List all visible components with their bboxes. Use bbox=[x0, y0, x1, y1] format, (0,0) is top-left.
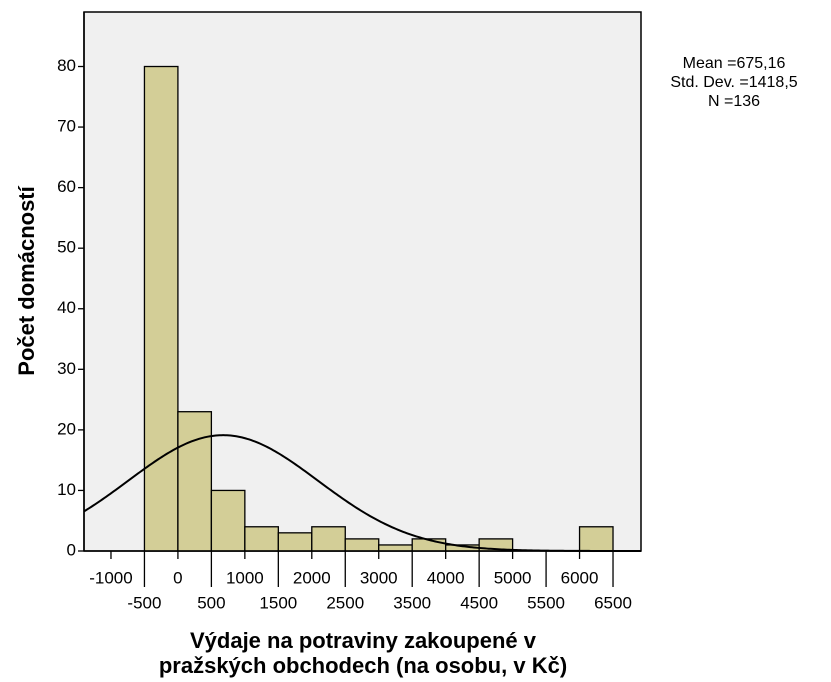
y-tick-label: 70 bbox=[57, 117, 76, 136]
x-tick-label: 1000 bbox=[226, 568, 264, 587]
bar bbox=[378, 544, 413, 552]
bar bbox=[244, 526, 279, 552]
x-tick-label: -1000 bbox=[89, 568, 132, 587]
annotation: Std. Dev. =1418,5 bbox=[670, 74, 797, 91]
x-tick-label: 6000 bbox=[561, 568, 599, 587]
x-tick-label: 500 bbox=[197, 593, 225, 612]
x-tick-label: -500 bbox=[127, 593, 161, 612]
x-tick-label: 1500 bbox=[259, 593, 297, 612]
y-tick-label: 60 bbox=[57, 177, 76, 196]
bar bbox=[344, 538, 380, 552]
x-axis-title: pražských obchodech (na osobu, v Kč) bbox=[159, 653, 567, 678]
x-tick-label: 3500 bbox=[393, 593, 431, 612]
x-tick-label: 6500 bbox=[594, 593, 632, 612]
bar bbox=[143, 65, 179, 552]
bar bbox=[277, 532, 313, 552]
y-tick-label: 50 bbox=[57, 238, 76, 257]
bar bbox=[177, 411, 213, 552]
bar bbox=[578, 526, 614, 552]
x-tick-label: 0 bbox=[173, 568, 182, 587]
x-tick-label: 3000 bbox=[360, 568, 398, 587]
bar bbox=[311, 526, 346, 552]
x-axis-title: Výdaje na potraviny zakoupené v bbox=[190, 628, 537, 653]
y-tick-label: 20 bbox=[57, 419, 76, 438]
x-tick-label: 5500 bbox=[527, 593, 565, 612]
annotation: Mean =675,16 bbox=[683, 55, 786, 72]
y-tick-label: 0 bbox=[67, 540, 76, 559]
x-tick-label: 4000 bbox=[427, 568, 465, 587]
x-tick-label: 5000 bbox=[494, 568, 532, 587]
x-tick-label: 2000 bbox=[293, 568, 331, 587]
y-tick-label: 80 bbox=[57, 56, 76, 75]
y-tick-label: 10 bbox=[57, 480, 76, 499]
bar bbox=[210, 489, 246, 552]
y-tick-label: 30 bbox=[57, 359, 76, 378]
y-tick-label: 40 bbox=[57, 298, 76, 317]
x-tick-label: 4500 bbox=[460, 593, 498, 612]
y-axis-title: Počet domácností bbox=[14, 185, 39, 375]
annotation: N =136 bbox=[708, 93, 760, 110]
x-tick-label: 2500 bbox=[326, 593, 364, 612]
